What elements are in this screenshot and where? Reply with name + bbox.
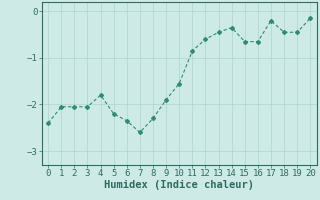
X-axis label: Humidex (Indice chaleur): Humidex (Indice chaleur) (104, 180, 254, 190)
